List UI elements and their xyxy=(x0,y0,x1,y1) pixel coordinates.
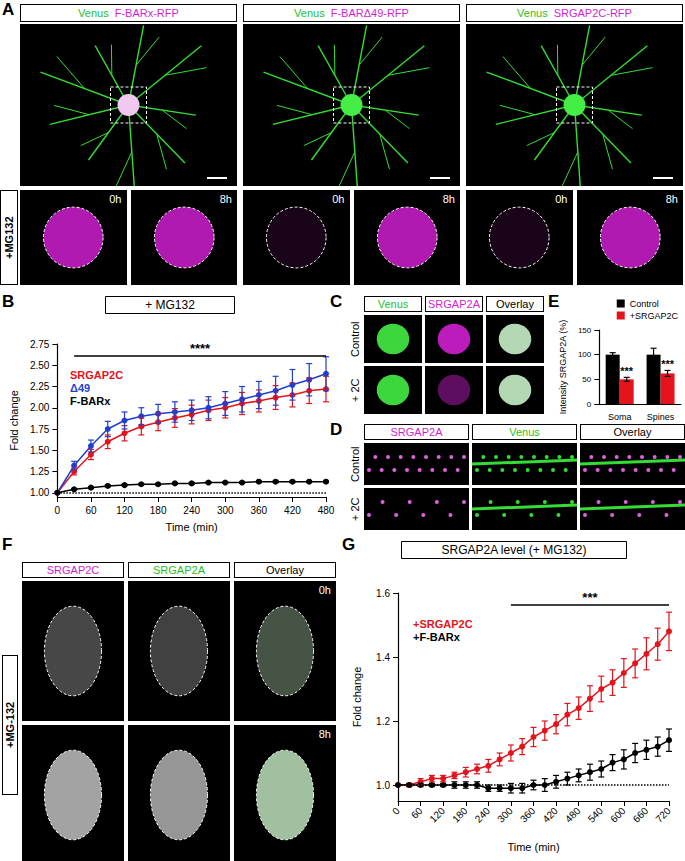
svg-text:2.50: 2.50 xyxy=(30,360,50,371)
svg-text:0: 0 xyxy=(55,505,61,516)
svg-text:2.25: 2.25 xyxy=(30,381,50,392)
svg-text:100: 100 xyxy=(578,350,592,359)
html-text:0h: 0h xyxy=(332,193,345,205)
html-text:Venus: Venus xyxy=(377,298,409,310)
svg-text:360: 360 xyxy=(250,505,267,516)
svg-text:0: 0 xyxy=(390,805,402,817)
html-text:0h: 0h xyxy=(318,584,331,596)
svg-text:+ MG132: + MG132 xyxy=(145,298,195,312)
svg-text:2.75: 2.75 xyxy=(30,339,50,350)
svg-text:120: 120 xyxy=(427,805,447,825)
html-text:Venus: Venus xyxy=(509,426,540,438)
html-text:G: G xyxy=(342,535,356,554)
svg-text:1.0: 1.0 xyxy=(376,780,390,791)
html-text:SRGAP2C-RFP: SRGAP2C-RFP xyxy=(553,7,632,19)
html-text:8h: 8h xyxy=(442,193,455,205)
svg-text:60: 60 xyxy=(85,505,97,516)
svg-text:660: 660 xyxy=(631,805,651,825)
svg-text:2.00: 2.00 xyxy=(30,402,50,413)
svg-text:1.6: 1.6 xyxy=(376,588,390,599)
svg-text:120: 120 xyxy=(116,505,133,516)
html-text:SRGAP2A: SRGAP2A xyxy=(428,298,480,310)
svg-text:1.50: 1.50 xyxy=(30,445,50,456)
svg-text:0: 0 xyxy=(587,400,592,409)
svg-text:1.00: 1.00 xyxy=(30,487,50,498)
svg-text:+SRGAP2C: +SRGAP2C xyxy=(413,618,473,630)
svg-text:50: 50 xyxy=(582,375,591,384)
svg-text:+F-BARx: +F-BARx xyxy=(413,631,461,643)
svg-text:600: 600 xyxy=(608,805,628,825)
svg-text:1.75: 1.75 xyxy=(30,424,50,435)
html-text:Overlay: Overlay xyxy=(496,298,534,310)
html-text:Control: Control xyxy=(349,446,361,482)
svg-text:180: 180 xyxy=(450,805,470,825)
html-text:Venus: Venus xyxy=(517,7,548,19)
html-text:SRGAP2A: SRGAP2A xyxy=(153,564,205,576)
html-text:8h: 8h xyxy=(318,728,331,740)
svg-text:420: 420 xyxy=(284,505,301,516)
svg-text:480: 480 xyxy=(563,805,583,825)
svg-text:240: 240 xyxy=(183,505,200,516)
svg-text:240: 240 xyxy=(473,805,493,825)
svg-text:***: *** xyxy=(582,590,598,605)
svg-text:420: 420 xyxy=(540,805,560,825)
svg-text:Time (min): Time (min) xyxy=(166,521,218,533)
html-text:SRGAP2A: SRGAP2A xyxy=(390,426,443,438)
html-text:SRGAP2C: SRGAP2C xyxy=(46,564,100,576)
svg-text:150: 150 xyxy=(578,326,592,335)
html-text:Control: Control xyxy=(349,321,361,357)
html-text:F-BARx-RFP: F-BARx-RFP xyxy=(114,7,179,19)
svg-text:Time (min): Time (min) xyxy=(507,841,559,853)
svg-text:180: 180 xyxy=(150,505,167,516)
svg-text:***: *** xyxy=(661,358,675,370)
svg-text:1.25: 1.25 xyxy=(30,466,50,477)
svg-text:Δ49: Δ49 xyxy=(70,382,90,394)
svg-text:Spines: Spines xyxy=(647,412,675,422)
html-text:D: D xyxy=(330,420,343,439)
html-text:8h: 8h xyxy=(219,193,232,205)
svg-text:1.2: 1.2 xyxy=(376,716,390,727)
html-text:B: B xyxy=(2,292,15,311)
svg-text:***: *** xyxy=(620,365,634,377)
html-text:Venus: Venus xyxy=(294,7,325,19)
html-text:Venus: Venus xyxy=(78,7,109,19)
html-text:A: A xyxy=(2,0,15,19)
svg-text:****: **** xyxy=(190,341,211,356)
svg-text:Fold change: Fold change xyxy=(351,667,363,728)
html-text:Overlay: Overlay xyxy=(613,426,652,438)
svg-text:720: 720 xyxy=(653,805,673,825)
svg-text:60: 60 xyxy=(409,805,425,821)
html-text:0h: 0h xyxy=(555,193,568,205)
svg-text:SRGAP2C: SRGAP2C xyxy=(70,369,123,381)
html-text:0h: 0h xyxy=(109,193,122,205)
svg-text:300: 300 xyxy=(217,505,234,516)
html-text:+ 2C: + 2C xyxy=(349,497,361,521)
svg-text:300: 300 xyxy=(495,805,515,825)
html-text:+MG-132: +MG-132 xyxy=(4,701,16,749)
svg-text:360: 360 xyxy=(518,805,538,825)
svg-text:540: 540 xyxy=(586,805,606,825)
html-text:Overlay: Overlay xyxy=(266,564,304,576)
html-text:F: F xyxy=(2,535,13,554)
html-text:8h: 8h xyxy=(665,193,678,205)
html-text:+MG132: +MG132 xyxy=(3,216,15,259)
svg-text:Fold change: Fold change xyxy=(8,390,20,451)
svg-text:480: 480 xyxy=(318,505,335,516)
svg-text:+SRGAP2C: +SRGAP2C xyxy=(630,311,679,321)
svg-text:F-BARx: F-BARx xyxy=(70,395,111,407)
svg-text:Intensity SRGAP2A (%): Intensity SRGAP2A (%) xyxy=(558,320,568,415)
svg-text:1.4: 1.4 xyxy=(376,652,390,663)
html-text:F-BARΔ49-RFP: F-BARΔ49-RFP xyxy=(330,7,409,19)
html-text:E: E xyxy=(548,292,560,311)
svg-text:Control: Control xyxy=(630,299,659,309)
html-text:+ 2C: + 2C xyxy=(349,378,361,402)
svg-text:Soma: Soma xyxy=(608,412,632,422)
html-text:C: C xyxy=(330,292,343,311)
svg-text:SRGAP2A level (+ MG132): SRGAP2A level (+ MG132) xyxy=(441,543,586,557)
